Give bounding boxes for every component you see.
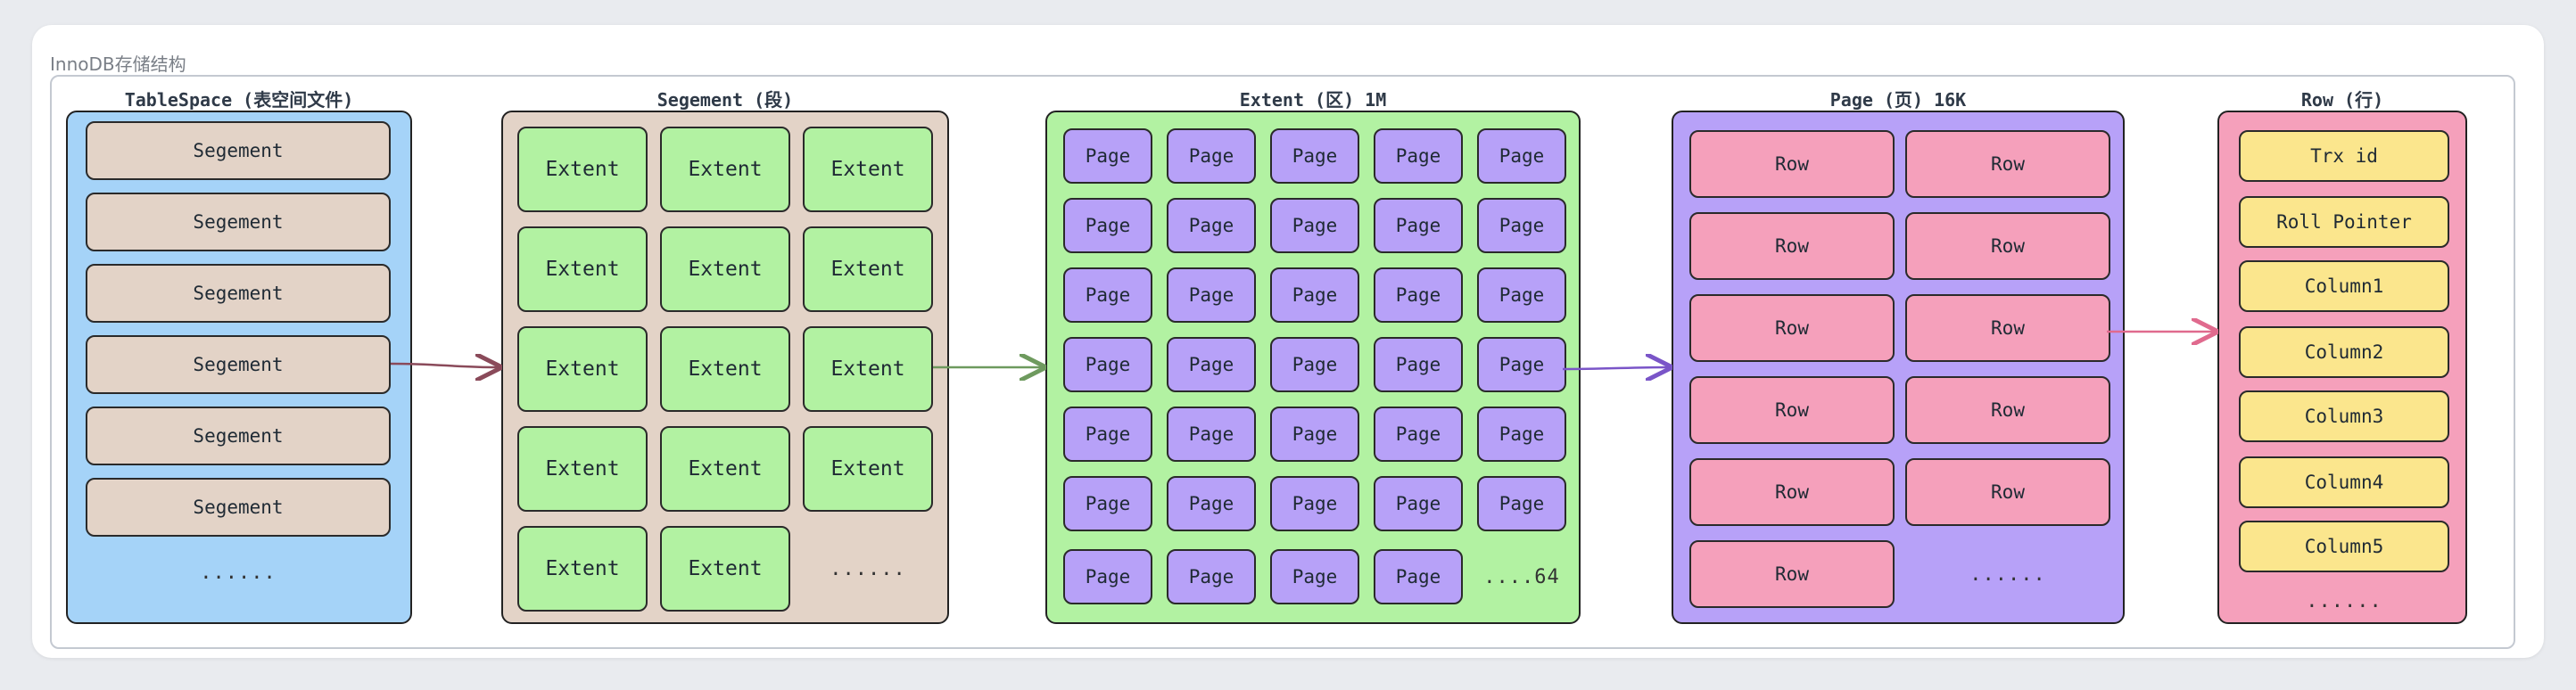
page-box: Page [1063, 407, 1152, 462]
row-box: Row [1689, 458, 1895, 526]
trx-id-field: Trx id [2239, 130, 2449, 182]
segment-box: Segement [86, 193, 391, 251]
page-box: Page [1477, 337, 1566, 392]
page-group: Row Row Row Row Row Row Row Row Row Row … [1672, 111, 2125, 624]
extent-group: Page Page Page Page Page Page Page Page … [1045, 111, 1581, 624]
page-box: Page [1477, 407, 1566, 462]
row-box: Row [1689, 540, 1895, 608]
extent-box: Extent [660, 426, 790, 512]
page-box: Page [1270, 267, 1359, 323]
page-box: Page [1270, 476, 1359, 531]
page-box: Page [1270, 337, 1359, 392]
row-more: ...... [2306, 589, 2382, 612]
page-more: ...... [1969, 563, 2046, 586]
page-box: Page [1063, 549, 1152, 604]
segment-title: Segement (段) [656, 89, 794, 111]
page-box: Page [1063, 198, 1152, 253]
page-box: Page [1063, 267, 1152, 323]
page-box: Page [1374, 337, 1463, 392]
page-box: Page [1374, 549, 1463, 604]
page-box: Page [1477, 128, 1566, 184]
page-box: Page [1167, 337, 1256, 392]
segment-group: Extent Extent Extent Extent Extent Exten… [501, 111, 949, 624]
row-box: Row [1689, 376, 1895, 444]
roll-pointer-field: Roll Pointer [2239, 196, 2449, 248]
page-box: Page [1167, 549, 1256, 604]
tablespace-group: Segement Segement Segement Segement Sege… [66, 111, 412, 624]
page-box: Page [1477, 198, 1566, 253]
column-field: Column5 [2239, 521, 2449, 572]
column-field: Column4 [2239, 456, 2449, 508]
page-box: Page [1063, 476, 1152, 531]
page-box: Page [1477, 476, 1566, 531]
row-box: Row [1905, 458, 2110, 526]
extent-box: Extent [517, 426, 648, 512]
arrow-tablespace-to-segment [390, 364, 498, 367]
extent-box: Extent [660, 526, 790, 612]
segment-box: Segement [86, 264, 391, 323]
row-box: Row [1905, 212, 2110, 280]
extent-box: Extent [803, 326, 933, 412]
diagram-frame [50, 75, 2515, 649]
tablespace-more: ...... [200, 561, 277, 584]
page-box: Page [1374, 476, 1463, 531]
page-box: Page [1374, 198, 1463, 253]
extent-box: Extent [660, 326, 790, 412]
page-box: Page [1167, 407, 1256, 462]
row-box: Row [1905, 294, 2110, 362]
extent-box: Extent [803, 226, 933, 312]
page-box: Page [1477, 267, 1566, 323]
segment-box: Segement [86, 407, 391, 465]
segment-box: Segement [86, 121, 391, 180]
row-group: Trx id Roll Pointer Column1 Column2 Colu… [2217, 111, 2467, 624]
tablespace-title: TableSpace (表空间文件) [124, 89, 354, 111]
page-box: Page [1063, 337, 1152, 392]
extent-box: Extent [517, 226, 648, 312]
page-box: Page [1063, 128, 1152, 184]
page-box: Page [1167, 198, 1256, 253]
extent-title: Extent (区) 1M [1239, 89, 1387, 111]
extent-box: Extent [517, 526, 648, 612]
page-title: Page (页) 16K [1829, 89, 1967, 111]
extent-box: Extent [660, 127, 790, 212]
row-box: Row [1905, 130, 2110, 198]
column-field: Column1 [2239, 260, 2449, 312]
segment-more: ...... [830, 557, 906, 580]
page-box: Page [1374, 267, 1463, 323]
extent-box: Extent [517, 127, 648, 212]
page-box: Page [1374, 128, 1463, 184]
extent-box: Extent [517, 326, 648, 412]
extent-more: ....64 [1483, 565, 1560, 588]
page-box: Page [1270, 549, 1359, 604]
page-box: Page [1167, 476, 1256, 531]
arrow-extent-to-page [1562, 367, 1668, 369]
column-field: Column2 [2239, 326, 2449, 378]
page-box: Page [1374, 407, 1463, 462]
page-box: Page [1270, 407, 1359, 462]
segment-box: Segement [86, 335, 391, 394]
page-box: Page [1270, 128, 1359, 184]
page-box: Page [1270, 198, 1359, 253]
column-field: Column3 [2239, 390, 2449, 442]
row-box: Row [1689, 294, 1895, 362]
row-box: Row [1689, 130, 1895, 198]
extent-box: Extent [803, 426, 933, 512]
row-box: Row [1905, 376, 2110, 444]
extent-box: Extent [803, 127, 933, 212]
segment-box: Segement [86, 478, 391, 537]
row-box: Row [1689, 212, 1895, 280]
extent-box: Extent [660, 226, 790, 312]
page-box: Page [1167, 128, 1256, 184]
diagram-title: InnoDB存储结构 [50, 53, 186, 75]
page-box: Page [1167, 267, 1256, 323]
row-title: Row (行) [2300, 89, 2384, 111]
